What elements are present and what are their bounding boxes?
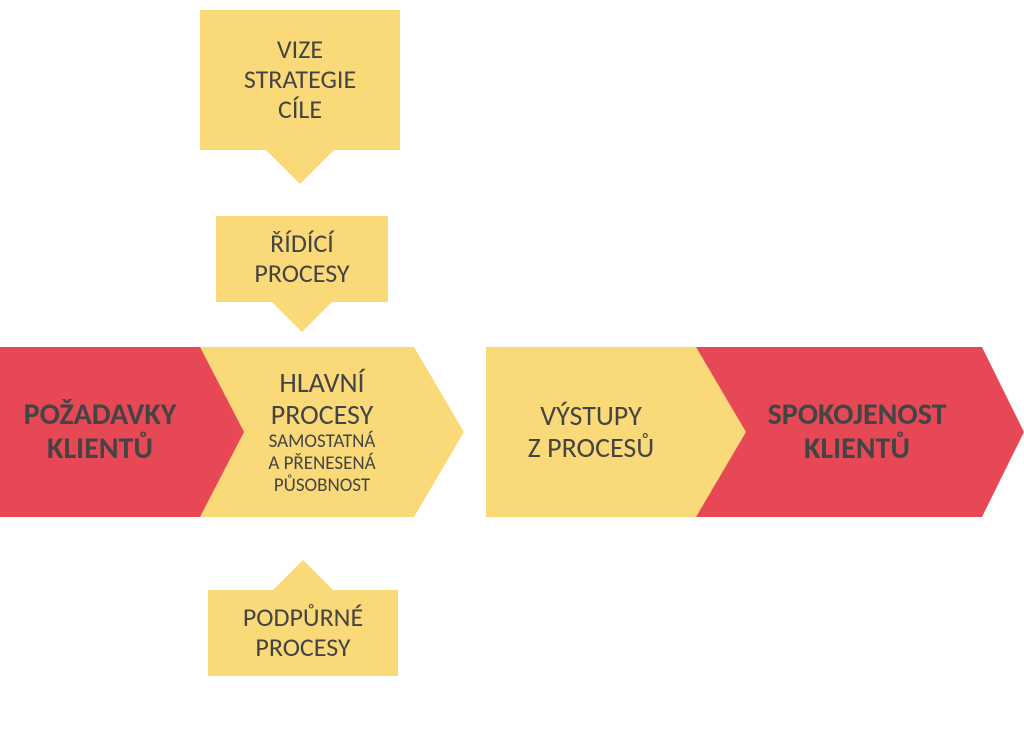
satisfaction-line-1: SPOKOJENOST	[768, 398, 947, 433]
management-line-2: PROCESY	[254, 259, 349, 289]
box-management-processes: ŘÍDÍCÍ PROCESY	[216, 216, 388, 302]
main-line-1: HLAVNÍ	[279, 367, 364, 399]
box-support-processes: PODPŮRNÉ PROCESY	[208, 590, 398, 676]
support-line-1: PODPŮRNÉ	[243, 603, 363, 633]
process-diagram: VIZE STRATEGIE CÍLE ŘÍDÍCÍ PROCESY POŽAD…	[0, 0, 1024, 732]
box-client-demands: POŽADAVKY KLIENTŮ	[0, 347, 200, 517]
outputs-line-1: VÝSTUPY	[540, 400, 642, 432]
box-client-satisfaction: SPOKOJENOST KLIENTŮ	[696, 347, 982, 517]
support-line-2: PROCESY	[255, 633, 350, 663]
box-outputs: VÝSTUPY Z PROCESŮ	[486, 347, 696, 517]
vision-arrow-down-icon	[266, 150, 334, 184]
main-sub-2: A PŘENESENÁ	[268, 453, 375, 475]
demands-line-2: KLIENTŮ	[47, 432, 153, 467]
demands-arrowhead-right-icon	[200, 347, 244, 517]
vision-line-3: CÍLE	[278, 95, 322, 125]
support-arrow-up-icon	[273, 560, 333, 590]
vision-line-2: STRATEGIE	[244, 65, 356, 95]
management-arrow-down-icon	[272, 302, 332, 332]
main-line-2: PROCESY	[271, 399, 374, 431]
box-vision: VIZE STRATEGIE CÍLE	[200, 10, 400, 150]
main-arrowhead-right-icon	[414, 347, 464, 517]
vision-line-1: VIZE	[277, 35, 323, 65]
box-main-processes: HLAVNÍ PROCESY SAMOSTATNÁ A PŘENESENÁ PŮ…	[200, 347, 414, 517]
demands-line-1: POŽADAVKY	[24, 398, 177, 433]
satisfaction-arrowhead-right-icon	[982, 347, 1024, 517]
management-line-1: ŘÍDÍCÍ	[270, 229, 334, 259]
main-sub-3: PŮSOBNOST	[274, 475, 370, 497]
satisfaction-line-2: KLIENTŮ	[804, 432, 910, 467]
outputs-arrowhead-right-icon	[696, 347, 746, 517]
outputs-line-2: Z PROCESŮ	[528, 432, 655, 464]
main-sub-1: SAMOSTATNÁ	[269, 431, 376, 453]
